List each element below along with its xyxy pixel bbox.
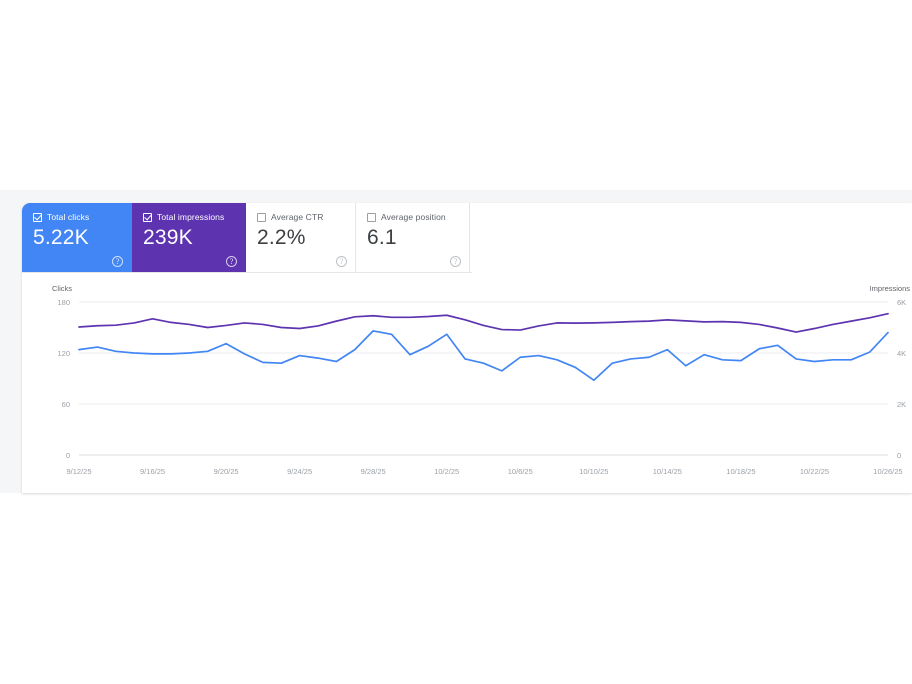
svg-text:9/16/25: 9/16/25 bbox=[140, 467, 165, 476]
metric-card-average-ctr[interactable]: Average CTR 2.2% ? bbox=[246, 203, 356, 272]
svg-text:10/18/25: 10/18/25 bbox=[726, 467, 755, 476]
svg-text:180: 180 bbox=[57, 298, 70, 307]
svg-text:0: 0 bbox=[897, 451, 901, 460]
svg-text:4K: 4K bbox=[897, 349, 906, 358]
svg-text:10/2/25: 10/2/25 bbox=[434, 467, 459, 476]
svg-text:10/10/25: 10/10/25 bbox=[579, 467, 608, 476]
metric-cards: Total clicks 5.22K ? Total impressions 2… bbox=[22, 203, 470, 272]
svg-text:2K: 2K bbox=[897, 400, 906, 409]
svg-text:10/26/25: 10/26/25 bbox=[873, 467, 902, 476]
metric-card-value: 6.1 bbox=[367, 226, 397, 249]
checkbox-icon[interactable] bbox=[143, 212, 152, 222]
svg-text:10/14/25: 10/14/25 bbox=[653, 467, 682, 476]
svg-text:0: 0 bbox=[66, 451, 70, 460]
cards-divider bbox=[22, 272, 472, 273]
help-icon[interactable]: ? bbox=[336, 256, 347, 267]
metric-card-label: Total impressions bbox=[157, 212, 225, 222]
svg-text:120: 120 bbox=[57, 349, 70, 358]
metric-card-label: Average position bbox=[381, 212, 446, 222]
svg-text:6K: 6K bbox=[897, 298, 906, 307]
metric-card-header: Average CTR bbox=[257, 212, 355, 222]
svg-text:10/22/25: 10/22/25 bbox=[800, 467, 829, 476]
svg-text:9/24/25: 9/24/25 bbox=[287, 467, 312, 476]
metric-card-header: Total clicks bbox=[33, 212, 131, 222]
svg-text:9/12/25: 9/12/25 bbox=[66, 467, 91, 476]
checkbox-icon[interactable] bbox=[33, 212, 42, 222]
svg-text:9/20/25: 9/20/25 bbox=[214, 467, 239, 476]
help-icon[interactable]: ? bbox=[226, 256, 237, 267]
metric-card-value: 239K bbox=[143, 226, 193, 249]
help-icon[interactable]: ? bbox=[112, 256, 123, 267]
metric-card-average-position[interactable]: Average position 6.1 ? bbox=[356, 203, 470, 272]
performance-panel: Total clicks 5.22K ? Total impressions 2… bbox=[22, 203, 912, 493]
checkbox-icon[interactable] bbox=[257, 212, 266, 222]
metric-card-total-clicks[interactable]: Total clicks 5.22K ? bbox=[22, 203, 132, 272]
svg-text:9/28/25: 9/28/25 bbox=[361, 467, 386, 476]
metric-card-label: Total clicks bbox=[47, 212, 90, 222]
checkbox-icon[interactable] bbox=[367, 212, 376, 222]
svg-text:Clicks: Clicks bbox=[52, 284, 72, 293]
metric-card-header: Average position bbox=[367, 212, 469, 222]
metric-card-label: Average CTR bbox=[271, 212, 324, 222]
metric-card-value: 5.22K bbox=[33, 226, 89, 249]
metric-card-total-impressions[interactable]: Total impressions 239K ? bbox=[132, 203, 246, 272]
help-icon[interactable]: ? bbox=[450, 256, 461, 267]
svg-text:Impressions: Impressions bbox=[870, 284, 911, 293]
performance-chart: 0 60 120 180 0 2K 4K 6K Clicks Impressions 9/12/25… bbox=[22, 272, 912, 493]
performance-chart-svg: 0 60 120 180 0 2K 4K 6K Clicks Impressions 9/12/25… bbox=[52, 284, 911, 476]
svg-text:10/6/25: 10/6/25 bbox=[508, 467, 533, 476]
metric-card-header: Total impressions bbox=[143, 212, 245, 222]
svg-text:60: 60 bbox=[62, 400, 70, 409]
metric-card-value: 2.2% bbox=[257, 226, 306, 249]
